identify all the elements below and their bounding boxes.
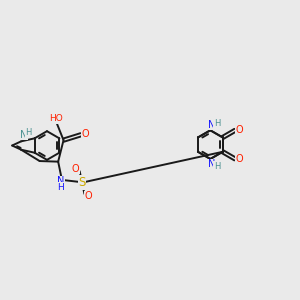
Text: N: N (208, 159, 216, 169)
Text: HO: HO (49, 114, 63, 123)
Text: H: H (214, 118, 220, 127)
Text: S: S (78, 176, 86, 189)
Text: N: N (20, 130, 27, 140)
Text: H: H (214, 162, 220, 171)
Text: O: O (236, 154, 243, 164)
Text: O: O (85, 191, 92, 201)
Text: H: H (25, 128, 32, 137)
Text: H: H (58, 183, 64, 192)
Text: N: N (57, 176, 64, 186)
Text: O: O (72, 164, 79, 174)
Text: O: O (81, 129, 89, 139)
Text: O: O (236, 125, 243, 135)
Text: N: N (208, 120, 216, 130)
